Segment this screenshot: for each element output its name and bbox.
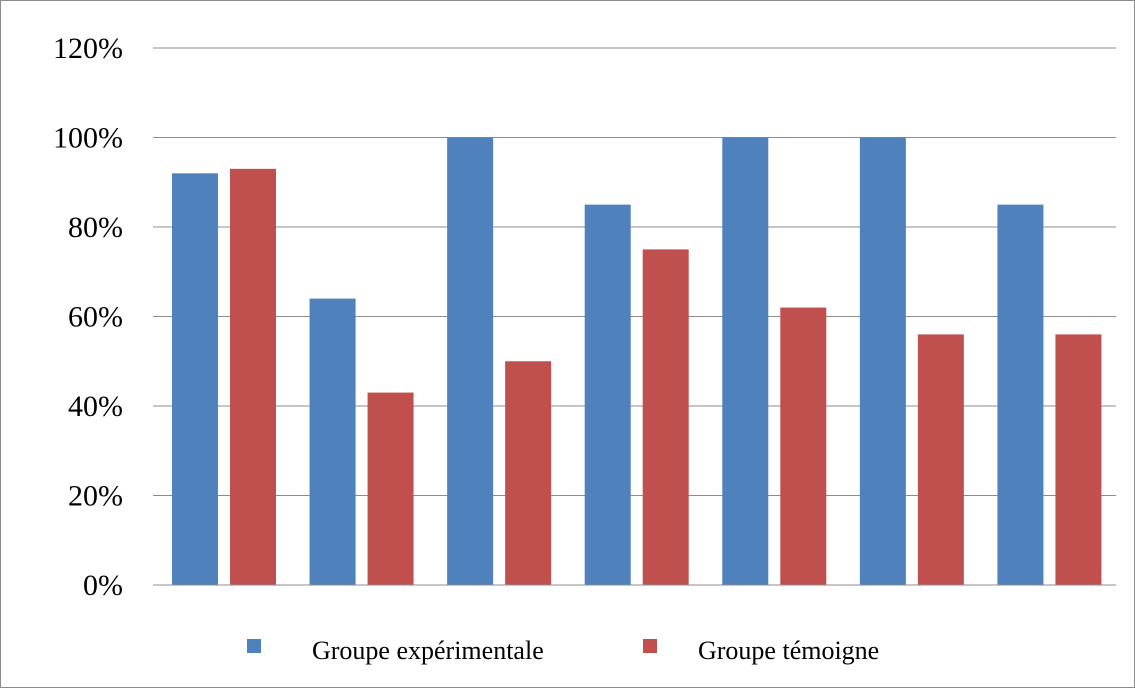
legend: Groupe expérimentale Groupe témoigne	[247, 636, 879, 665]
bar-series-2-category-4	[642, 249, 689, 585]
bar-series-1-category-4	[584, 204, 631, 585]
bar-series-1-category-3	[447, 137, 494, 585]
y-tick-label: 0%	[83, 569, 123, 602]
y-tick-label: 100%	[53, 122, 123, 155]
gridlines	[153, 47, 1116, 496]
bar-series-2-category-2	[367, 392, 414, 585]
bar-series-2-category-1	[230, 168, 276, 585]
bar-series-1-category-7	[997, 204, 1044, 585]
bar-series-2-category-5	[780, 307, 827, 585]
y-tick-label: 40%	[68, 390, 123, 423]
bars	[172, 137, 1102, 586]
bar-series-2-category-6	[917, 334, 964, 585]
legend-marker	[247, 639, 261, 653]
bar-series-1-category-5	[722, 137, 769, 585]
y-tick-label: 120%	[53, 32, 123, 65]
y-axis-tick-labels: 0% 20% 40% 60% 80% 100% 120%	[53, 32, 123, 602]
legend-marker	[643, 639, 657, 653]
legend-label: Groupe expérimentale	[312, 636, 544, 665]
bar-series-1-category-6	[859, 137, 906, 585]
bar-series-1-category-1	[172, 173, 218, 586]
legend-label: Groupe témoigne	[698, 636, 879, 665]
y-tick-label: 80%	[68, 211, 123, 244]
y-tick-label: 60%	[68, 301, 123, 334]
bar-series-1-category-2	[309, 298, 356, 585]
bar-series-2-category-3	[505, 361, 552, 585]
bar-series-2-category-7	[1055, 334, 1102, 585]
y-tick-label: 20%	[68, 480, 123, 513]
